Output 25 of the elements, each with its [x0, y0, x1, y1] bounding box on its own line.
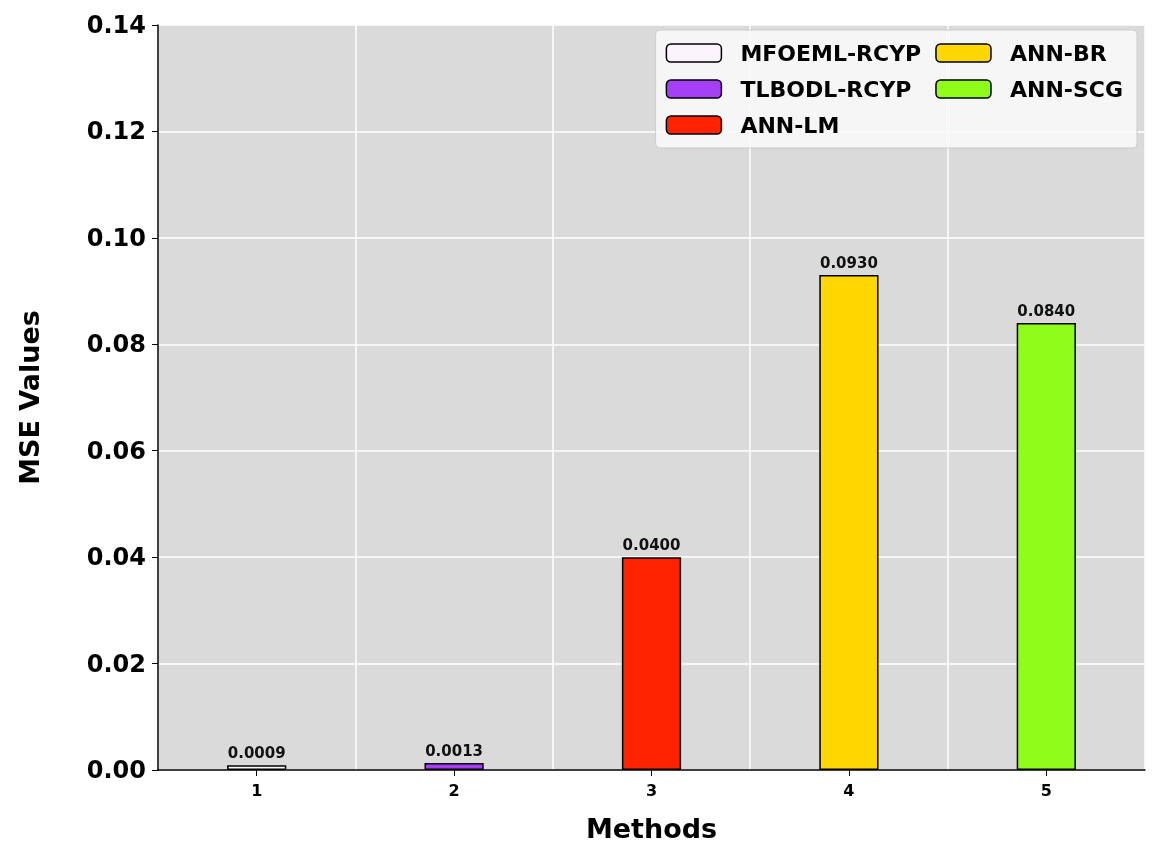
legend-label: ANN-SCG [1009, 76, 1123, 102]
legend-label: MFOEML-RCYP [740, 40, 922, 66]
x-tick-label: 4 [843, 780, 855, 800]
x-axis-title: Methods [585, 813, 718, 844]
y-tick-label: 0.06 [86, 436, 146, 465]
legend-label: ANN-BR [1009, 40, 1107, 66]
y-tick-label: 0.14 [86, 11, 146, 39]
y-tick-label: 0.12 [86, 117, 146, 146]
y-tick-label: 0.08 [86, 330, 146, 359]
data-label: 0.0930 [819, 253, 878, 272]
x-tick-label: 2 [448, 780, 460, 800]
x-tick-label: 1 [251, 780, 263, 800]
legend-label: TLBODL-RCYP [740, 76, 912, 102]
data-label: 0.0009 [227, 743, 286, 762]
data-label: 0.0400 [622, 535, 681, 554]
y-tick-label: 0.10 [86, 223, 146, 252]
y-tick-label: 0.00 [86, 756, 146, 784]
legend-label: ANN-LM [740, 112, 840, 138]
y-axis-title: MSE Values [14, 310, 45, 485]
data-label: 0.0840 [1017, 301, 1076, 320]
y-tick-label: 0.04 [86, 543, 146, 572]
x-tick-label: 5 [1040, 780, 1052, 800]
y-tick-label: 0.02 [86, 649, 146, 678]
data-label: 0.0013 [425, 741, 484, 760]
x-tick-label: 3 [645, 780, 658, 800]
